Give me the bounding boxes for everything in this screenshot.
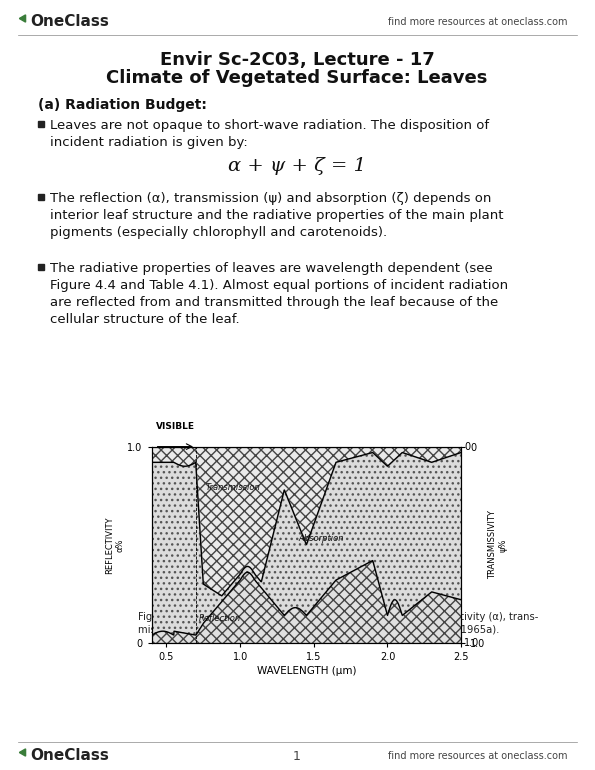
Text: 1: 1 [293, 749, 301, 762]
Text: VISIBLE: VISIBLE [156, 422, 195, 431]
Text: Climate of Vegetated Surface: Leaves: Climate of Vegetated Surface: Leaves [107, 69, 488, 87]
Text: Absorption: Absorption [299, 534, 344, 543]
Text: The radiative properties of leaves are wavelength dependent (see
Figure 4.4 and : The radiative properties of leaves are w… [50, 262, 508, 326]
Text: Envir Sc-2C03, Lecture - 17: Envir Sc-2C03, Lecture - 17 [159, 51, 434, 69]
Text: 0: 0 [464, 442, 470, 451]
Bar [38, 121, 44, 127]
Bar [38, 194, 44, 200]
X-axis label: WAVELENGTH (μm): WAVELENGTH (μm) [256, 666, 356, 676]
Text: find more resources at oneclass.com: find more resources at oneclass.com [387, 751, 567, 761]
Text: OneClass: OneClass [30, 748, 109, 764]
Bar [38, 264, 44, 270]
Text: Leaves are not opaque to short-wave radiation. The disposition of
incident radia: Leaves are not opaque to short-wave radi… [50, 119, 489, 149]
Text: Transmission: Transmission [205, 483, 260, 492]
Text: (a) Radiation Budget:: (a) Radiation Budget: [38, 98, 207, 112]
Text: OneClass: OneClass [30, 15, 109, 29]
Y-axis label: TRANSMISSIVITY
ψ%: TRANSMISSIVITY ψ% [488, 511, 508, 579]
Text: The reflection (α), transmission (ψ) and absorption (ζ) depends on
interior leaf: The reflection (α), transmission (ψ) and… [50, 192, 503, 239]
Text: Reflection: Reflection [199, 614, 241, 624]
Text: find more resources at oneclass.com: find more resources at oneclass.com [387, 17, 567, 27]
Y-axis label: REFLECTIVITY
α%: REFLECTIVITY α% [105, 516, 125, 574]
Text: Figure 4.4  Idealized relation between wavelength and the reflectivity (α), tran: Figure 4.4 Idealized relation between wa… [138, 612, 538, 635]
Text: 1.0: 1.0 [464, 638, 480, 648]
Text: α + ψ + ζ = 1: α + ψ + ζ = 1 [228, 157, 366, 175]
